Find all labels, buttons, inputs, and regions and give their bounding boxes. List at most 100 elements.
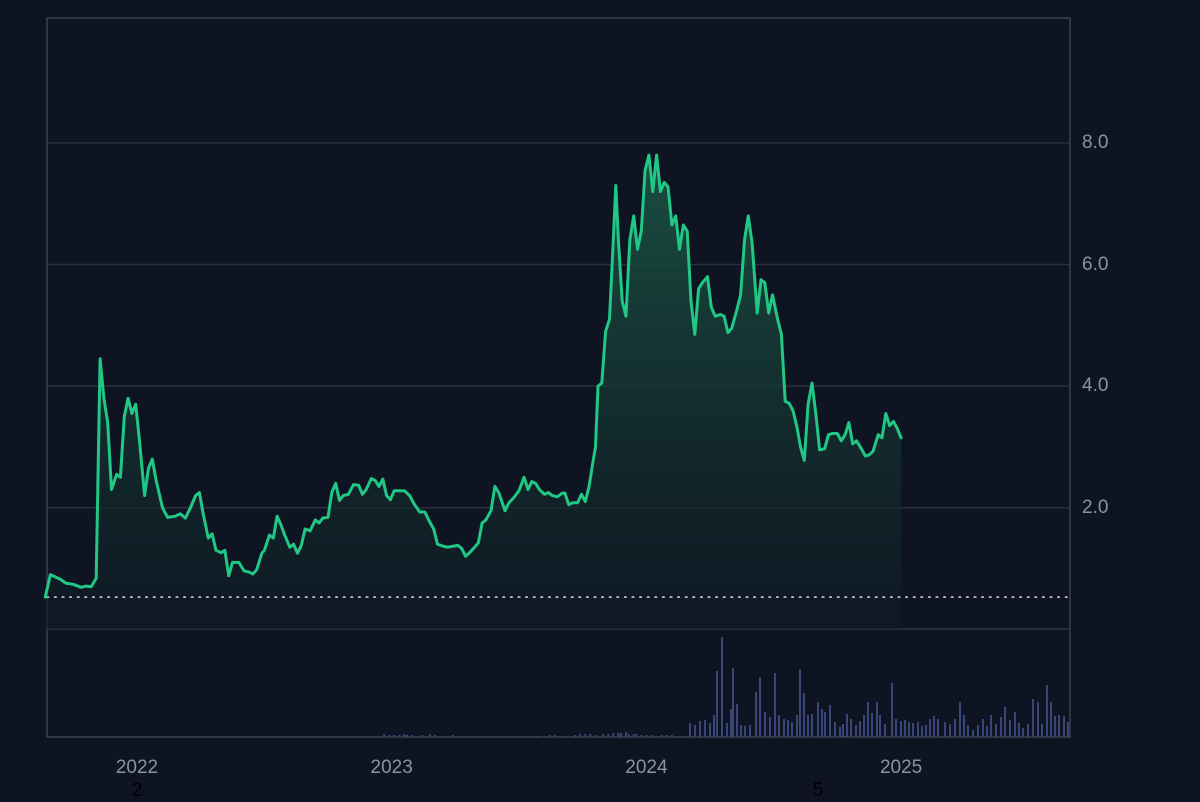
volume-bar (972, 730, 974, 737)
volume-bar (713, 715, 715, 737)
stray-label: 5 (812, 780, 824, 801)
volume-bar (921, 726, 923, 737)
volume-bar (855, 725, 857, 737)
volume-bar (619, 733, 622, 737)
volume-bar (627, 734, 630, 737)
volume-bar (769, 717, 771, 737)
volume-bar (891, 683, 893, 737)
volume-bar (990, 715, 992, 737)
volume-bar (949, 724, 951, 737)
volume-bar (796, 715, 798, 737)
volume-bar (1054, 716, 1056, 737)
volume-bar (867, 702, 869, 737)
volume-bar (689, 723, 691, 737)
volume-bar (579, 734, 582, 737)
volume-bar (1046, 685, 1048, 737)
volume-bar (799, 669, 801, 737)
volume-bar (434, 735, 436, 737)
volume-bar (1058, 715, 1060, 737)
volume-bar (895, 719, 897, 737)
volume-bar (749, 725, 751, 737)
volume-bar (740, 725, 742, 737)
volume-bar (995, 724, 997, 737)
volume-bar (986, 726, 988, 737)
volume-bar (1014, 712, 1016, 737)
volume-bar (904, 720, 906, 737)
volume-bar (829, 705, 831, 737)
volume-bar (617, 733, 620, 737)
y-tick-label: 4.0 (1082, 375, 1109, 397)
volume-bar (726, 723, 728, 737)
volume-bar (879, 715, 881, 737)
volume-bar (937, 719, 939, 737)
volume-bar (650, 735, 653, 737)
volume-bar (411, 735, 414, 737)
volume-bar (963, 715, 965, 737)
volume-bar (900, 721, 902, 737)
volume-bar (635, 734, 638, 737)
volume-bar (398, 735, 401, 737)
volume-bar (589, 734, 592, 737)
volume-bar (602, 734, 605, 737)
volume-bar (863, 715, 865, 737)
volume-bar (783, 719, 785, 737)
volume-bar (645, 735, 648, 737)
volume-bar (839, 727, 841, 737)
volume-bar (736, 704, 738, 737)
volume-bar (807, 715, 809, 737)
volume-bar (791, 722, 793, 737)
volume-bar (1067, 722, 1069, 737)
volume-bar (655, 736, 658, 737)
volume-bar (704, 720, 706, 737)
volume-bar (876, 702, 878, 737)
volume-bar (846, 714, 848, 737)
volume-bar (803, 693, 805, 737)
volume-bar (859, 721, 861, 737)
volume-bar (730, 709, 732, 737)
volume-bar (694, 725, 696, 737)
volume-bar (959, 702, 961, 737)
volume-bar (100, 736, 103, 737)
volume-bar (967, 725, 969, 737)
volume-bar (1037, 702, 1039, 737)
volume-bar (925, 725, 927, 737)
volume-bar (535, 736, 538, 737)
volume-bar (787, 720, 789, 737)
volume-bar (406, 735, 408, 737)
volume-bar (764, 712, 766, 737)
volume-bar (1032, 699, 1034, 737)
volume-bar (933, 716, 935, 737)
y-tick-label: 2.0 (1082, 496, 1109, 518)
volume-bar (755, 692, 757, 737)
volume-bar (982, 719, 984, 737)
stray-label: 2 (131, 780, 143, 801)
x-tick-label: 2025 (879, 757, 923, 778)
volume-bar (912, 723, 914, 737)
volume-bar (811, 714, 813, 737)
volume-bar (1004, 707, 1006, 737)
volume-bar (774, 673, 776, 737)
volume-bars (100, 637, 1069, 737)
volume-bar (553, 735, 556, 737)
x-tick-label: 2024 (625, 757, 668, 778)
volume-bar (388, 735, 391, 737)
plot-frame (46, 17, 1071, 738)
volume-bar (716, 671, 718, 737)
volume-bar (1050, 702, 1052, 737)
volume-bar (428, 734, 431, 737)
volume-bar (594, 735, 597, 737)
volume-bar (670, 735, 673, 737)
volume-bar (530, 736, 533, 737)
volume-bar (699, 721, 701, 737)
volume-bar (821, 709, 823, 737)
volume-bar (778, 715, 780, 737)
volume-bar (944, 722, 946, 737)
volume-bar (1022, 728, 1024, 737)
volume-bar (977, 725, 979, 737)
volume-bar (721, 637, 723, 737)
volume-bar (834, 722, 836, 737)
volume-bar (732, 668, 734, 737)
grid-lines (47, 142, 1070, 509)
volume-bar (451, 735, 454, 737)
